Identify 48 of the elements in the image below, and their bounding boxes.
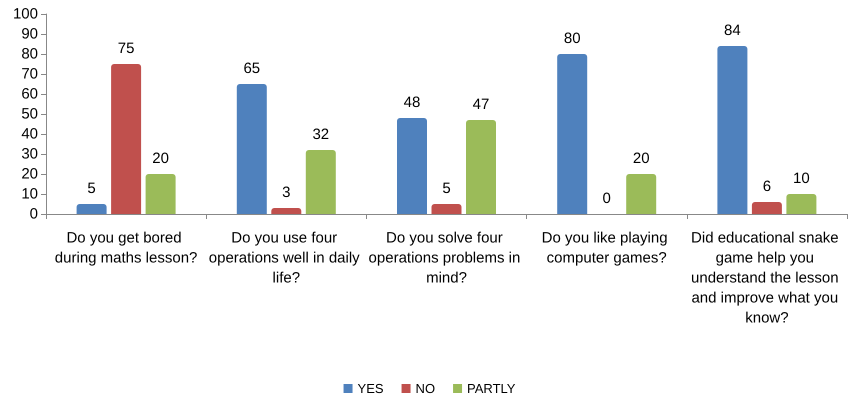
x-tick-label: Do you use four operations well in daily life?: [208, 230, 364, 286]
bar: [752, 202, 782, 214]
y-tick-label: 60: [21, 86, 38, 102]
bar: [432, 204, 462, 214]
y-tick-label: 90: [21, 26, 38, 42]
bar: [466, 120, 496, 214]
x-tick-label: Do you like playing computer games?: [542, 230, 672, 266]
bar: [111, 64, 142, 214]
x-tick-label: Do you get bored during maths lesson?: [54, 230, 198, 266]
data-label: 47: [472, 96, 490, 113]
data-label: 6: [762, 178, 772, 195]
data-label: 75: [118, 40, 134, 57]
data-label: 48: [404, 94, 420, 111]
data-label: 3: [282, 184, 290, 201]
data-label: 5: [442, 180, 451, 197]
y-tick-label: 30: [21, 146, 38, 162]
data-label: 10: [793, 170, 810, 187]
legend-label: PARTLY: [467, 381, 516, 396]
data-label: 65: [243, 60, 260, 77]
bar: [306, 150, 336, 214]
x-tick-label: Do you solve four operations problems in mind?: [368, 230, 524, 286]
y-tick-label: 10: [21, 186, 38, 202]
bar: [557, 54, 588, 214]
y-tick-label: 70: [21, 66, 38, 82]
bar: [786, 194, 816, 214]
x-tick-label: Did educational snake game help you understand the lesson and improve what you know?: [691, 230, 843, 326]
bar: [626, 174, 656, 214]
bar: [236, 84, 267, 214]
bar: [146, 174, 176, 214]
data-label: 80: [564, 30, 581, 47]
data-label: 5: [87, 180, 96, 197]
y-tick-label: 40: [21, 126, 38, 142]
data-label: 84: [724, 22, 741, 39]
legend-label: NO: [416, 381, 436, 396]
data-label: 20: [632, 150, 650, 167]
y-tick-label: 50: [21, 106, 38, 122]
bar: [76, 204, 107, 214]
y-tick-label: 100: [12, 6, 38, 22]
bar: [717, 46, 748, 214]
data-label: 32: [312, 126, 330, 143]
data-label: 20: [152, 150, 169, 167]
legend-label: YES: [358, 381, 384, 396]
bar: [397, 118, 427, 214]
y-tick-label: 20: [21, 166, 38, 182]
y-tick-label: 80: [21, 46, 38, 62]
y-tick-label: 0: [30, 206, 38, 222]
bar: [271, 208, 302, 214]
data-label: 0: [602, 190, 611, 207]
